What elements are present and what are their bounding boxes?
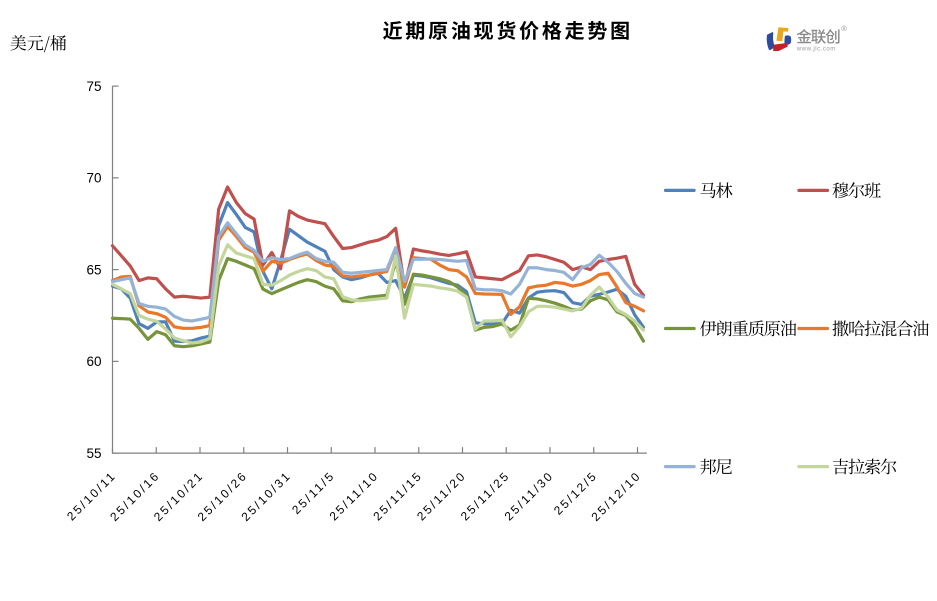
svg-text:70: 70 <box>86 171 101 186</box>
svg-text:60: 60 <box>86 354 101 369</box>
svg-text:55: 55 <box>86 446 101 461</box>
svg-text:®: ® <box>841 24 847 33</box>
svg-text:65: 65 <box>86 262 101 277</box>
svg-text:www.jlc.com: www.jlc.com <box>796 47 836 53</box>
svg-text:75: 75 <box>86 79 101 94</box>
